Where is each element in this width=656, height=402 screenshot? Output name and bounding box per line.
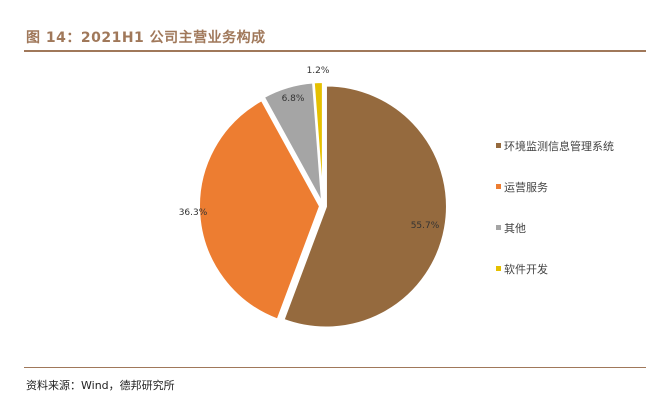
source-note: 资料来源：Wind，德邦研究所 — [26, 379, 175, 392]
legend-swatch-3 — [496, 266, 501, 271]
legend-label-3: 软件开发 — [504, 262, 548, 276]
data-label-0: 55.7% — [411, 221, 440, 231]
chart-title: 图 14：2021H1 公司主营业务构成 — [26, 30, 266, 46]
legend-swatch-2 — [496, 225, 501, 230]
legend-swatch-0 — [496, 143, 501, 148]
pie-slice-0 — [282, 84, 448, 329]
pie-slice-3 — [312, 81, 324, 204]
data-label-1: 36.3% — [179, 208, 208, 218]
legend-label-1: 运营服务 — [504, 180, 548, 194]
pie-slice-1 — [198, 98, 322, 321]
data-label-3: 1.2% — [307, 66, 330, 76]
data-label-2: 6.8% — [282, 94, 305, 104]
legend-label-0: 环境监测信息管理系统 — [504, 139, 614, 153]
legend-swatch-1 — [496, 184, 501, 189]
footer-rule — [24, 367, 646, 368]
legend-label-2: 其他 — [504, 222, 526, 235]
title-rule — [24, 50, 646, 52]
